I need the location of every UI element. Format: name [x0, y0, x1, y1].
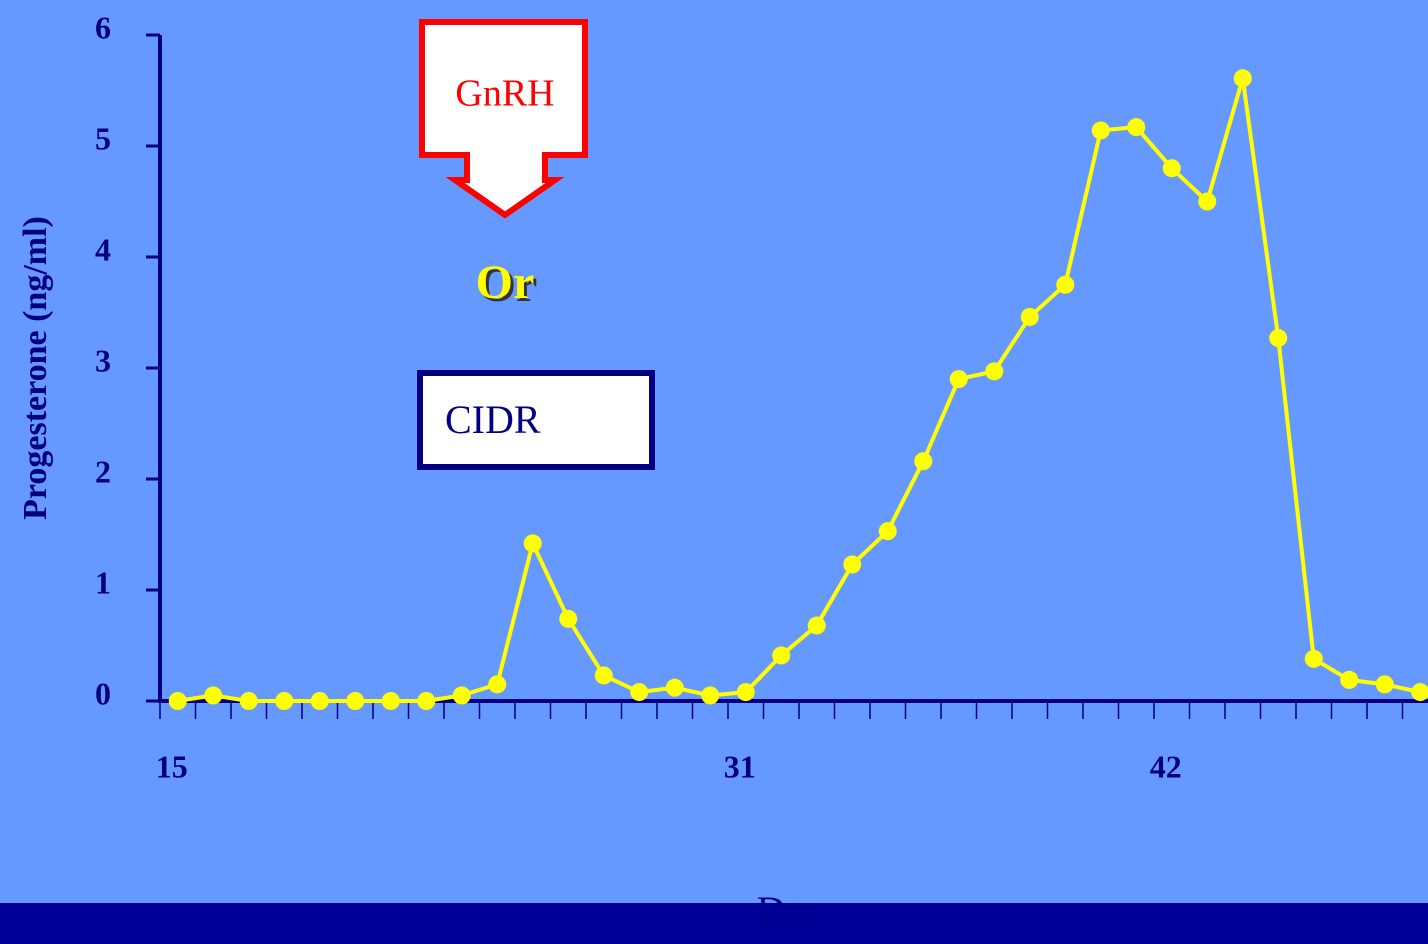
y-tick-label: 3: [95, 342, 111, 378]
x-tick-label: 31: [724, 748, 756, 784]
data-point: [346, 692, 365, 710]
data-point: [736, 683, 755, 702]
data-point: [168, 692, 187, 710]
data-point: [1162, 159, 1181, 178]
or-label: Or: [476, 256, 535, 309]
y-tick-label: 6: [95, 9, 111, 45]
y-tick-label: 4: [95, 231, 111, 267]
y-tick-label: 5: [95, 120, 111, 156]
data-point: [878, 522, 897, 541]
data-point: [1091, 121, 1110, 140]
data-point: [239, 692, 258, 710]
data-point: [1269, 329, 1288, 348]
cidr-box: [417, 370, 655, 470]
gnrh-label: GnRH: [455, 73, 554, 115]
data-point: [949, 370, 968, 389]
data-point: [772, 646, 791, 665]
x-tick-label: 15: [156, 748, 188, 784]
data-point: [594, 666, 613, 685]
data-point: [1056, 275, 1075, 294]
data-point: [665, 678, 684, 697]
data-point: [1198, 192, 1217, 211]
data-point: [559, 609, 578, 628]
y-tick-label: 2: [95, 453, 111, 489]
x-tick-label: 42: [1150, 748, 1182, 784]
y-axis-label: Progesterone (ng/ml): [17, 216, 54, 520]
cidr-label: CIDR: [445, 397, 541, 442]
data-point: [985, 362, 1004, 381]
data-point: [701, 686, 720, 705]
data-point: [843, 555, 862, 574]
data-point: [1020, 307, 1039, 326]
data-point: [417, 692, 436, 710]
data-point: [1127, 118, 1146, 137]
data-point: [523, 534, 542, 553]
bottom-bar: [0, 903, 1428, 944]
data-point: [452, 686, 471, 705]
data-point: [1233, 69, 1252, 88]
data-point: [204, 686, 223, 705]
data-point: [807, 616, 826, 635]
data-point: [1340, 670, 1359, 689]
data-point: [1375, 675, 1394, 694]
data-point: [1411, 683, 1428, 702]
data-point: [1304, 649, 1323, 668]
y-tick-label: 0: [95, 675, 111, 711]
x-axis-label: Day: [757, 888, 824, 933]
data-point: [275, 692, 294, 710]
data-point: [630, 683, 649, 702]
data-point: [310, 692, 329, 710]
data-point: [914, 452, 933, 471]
data-point: [488, 675, 507, 694]
or-shadow: Or: [479, 259, 538, 312]
y-tick-label: 1: [95, 564, 111, 600]
data-point: [381, 692, 400, 710]
gnrh-callout: [419, 19, 588, 219]
